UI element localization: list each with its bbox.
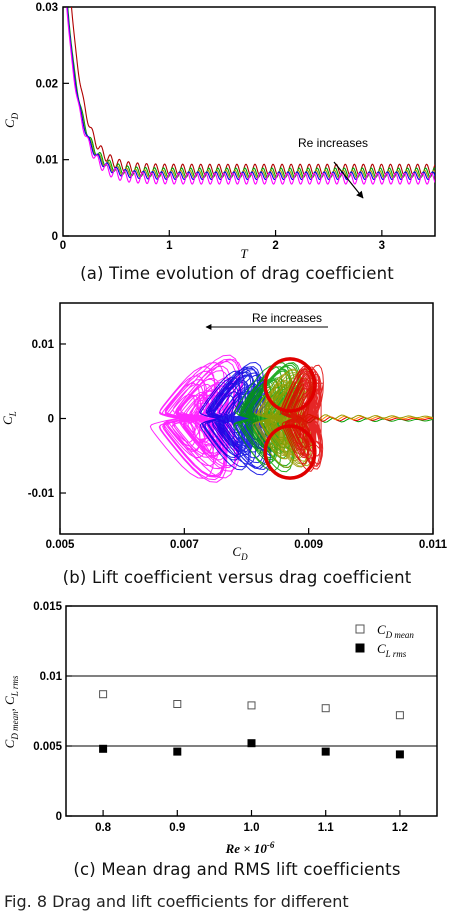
cl-rms-point <box>321 747 330 756</box>
xtick-label: 0.011 <box>419 539 448 551</box>
ytick-label: 0.03 <box>36 2 58 14</box>
lift-drag-lobe <box>263 424 317 480</box>
ytick-label: 0 <box>48 414 54 426</box>
ytick-label: 0.02 <box>36 78 58 90</box>
lift-drag-lobe <box>263 357 317 413</box>
figure-caption: Fig. 8 Drag and lift coefficients for di… <box>4 892 349 911</box>
panel-c-ylabel: CD mean, CL rms <box>2 675 20 748</box>
xtick-label: 0.007 <box>170 539 199 551</box>
panel-c-frame <box>65 605 438 817</box>
panel-b-annotation: Re increases <box>252 311 322 325</box>
panel-c-points <box>99 690 404 759</box>
panel-a-ticks: 0 0.01 0.02 0.03 0 1 2 3 <box>36 2 385 252</box>
xtick-label: 0.005 <box>46 539 75 551</box>
panel-a-series <box>66 7 435 185</box>
cl-rms-point <box>173 747 182 756</box>
caption-c: (c) Mean drag and RMS lift coefficients <box>73 860 401 879</box>
panel-b-xlabel: CD <box>232 544 248 562</box>
xtick-label: 1 <box>166 240 173 252</box>
cl-rms-point <box>395 750 404 759</box>
xtick-label: 0.009 <box>294 539 323 551</box>
cd-mean-point <box>321 704 330 713</box>
panel-a-arrow <box>333 161 364 199</box>
panel-c-ticks: 0 0.005 0.01 0.015 0.8 0.9 1.0 1.1 1.2 <box>33 601 408 834</box>
ytick-label: 0.01 <box>32 339 55 351</box>
caption-a: (a) Time evolution of drag coefficient <box>80 264 394 283</box>
drag-series-line <box>66 7 435 185</box>
ytick-label: 0.015 <box>33 601 62 613</box>
ytick-label: 0 <box>52 231 58 243</box>
lift-drag-loop-series <box>279 364 324 472</box>
xtick-label: 0.8 <box>95 822 112 834</box>
cd-mean-point <box>247 701 256 710</box>
xtick-label: 1.0 <box>244 822 260 834</box>
cd-mean-point <box>99 690 108 699</box>
ytick-label: 0 <box>56 811 62 823</box>
panel-c-gridlines <box>66 675 437 747</box>
xtick-label: 1.2 <box>392 822 408 834</box>
legend-open-square-marker <box>355 624 365 634</box>
drag-series-line <box>66 7 435 181</box>
panel-b-ticks: 0.005 0.007 0.009 0.011 0.01 0 -0.01 <box>28 339 448 551</box>
lift-drag-tail <box>295 413 433 421</box>
xtick-label: 0.9 <box>169 822 185 834</box>
ytick-label: 0.005 <box>33 741 62 753</box>
xtick-label: 0 <box>60 240 66 252</box>
panel-c-mean-coefficients: 0 0.005 0.01 0.015 0.8 0.9 1.0 1.1 1.2 CD mean, … <box>2 601 438 856</box>
legend-cd-mean-label: CD mean <box>377 622 414 640</box>
ytick-label: -0.01 <box>28 488 55 500</box>
panel-a-ylabel: CD <box>2 112 20 128</box>
panel-a-xlabel: T <box>240 246 248 261</box>
panel-a-frame <box>62 6 436 237</box>
xtick-label: 3 <box>379 240 385 252</box>
ytick-label: 0.01 <box>40 671 63 683</box>
cl-rms-point <box>247 739 256 748</box>
drag-series-line <box>66 7 435 179</box>
panel-a-annotation: Re increases <box>298 136 368 150</box>
panel-b-ylabel: CL <box>0 411 18 425</box>
panel-c-legend: CD mean CL rms <box>355 622 414 659</box>
ytick-label: 0.01 <box>36 155 59 167</box>
panel-b-series <box>149 354 433 483</box>
drag-series-line <box>67 7 435 178</box>
caption-b: (b) Lift coefficient versus drag coeffic… <box>62 568 412 587</box>
cd-mean-point <box>173 700 182 708</box>
panel-a-time-evolution: 0 0.01 0.02 0.03 0 1 2 3 CD T Re increases <box>2 2 436 261</box>
panel-b-lift-vs-drag: 0.005 0.007 0.009 0.011 0.01 0 -0.01 CL CD Re … <box>0 302 448 562</box>
legend-cl-rms-label: CL rms <box>377 641 407 659</box>
xtick-label: 2 <box>272 240 278 252</box>
drag-series-line <box>70 7 435 176</box>
cd-mean-point <box>395 711 404 720</box>
cl-rms-point <box>99 744 108 753</box>
xtick-label: 1.1 <box>318 822 335 834</box>
legend-filled-square-marker <box>355 643 365 653</box>
panel-c-xlabel: Re × 10-6 <box>225 840 275 856</box>
